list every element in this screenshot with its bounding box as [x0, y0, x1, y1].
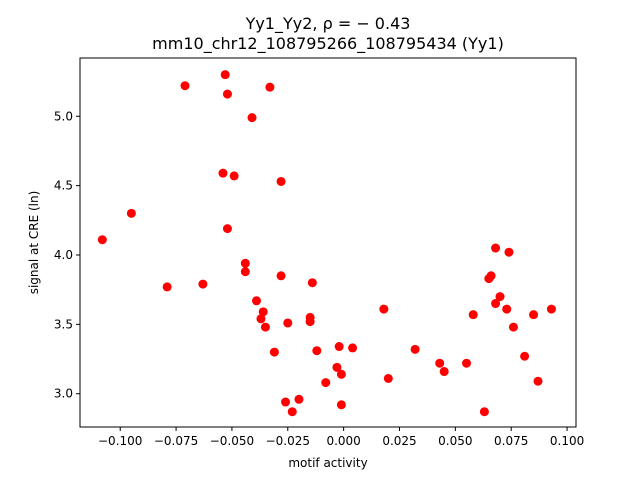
data-point — [348, 343, 358, 353]
x-tick-label: −0.050 — [210, 434, 254, 448]
plot-area — [79, 57, 577, 428]
chart-title: Yy1_Yy2, ρ = − 0.43 — [245, 14, 411, 34]
data-point — [495, 292, 505, 302]
data-point — [379, 304, 389, 314]
x-tick-label: 0.025 — [382, 434, 416, 448]
data-point — [502, 304, 512, 314]
chart-subtitle: mm10_chr12_108795266_108795434 (Yy1) — [152, 34, 504, 54]
data-point — [334, 342, 344, 352]
data-point — [276, 271, 286, 281]
data-point — [258, 307, 268, 317]
data-point — [220, 70, 230, 80]
data-point — [383, 373, 393, 383]
data-point — [276, 176, 286, 186]
y-axis-label: signal at CRE (ln) — [27, 191, 41, 295]
data-point — [247, 113, 257, 123]
data-point — [520, 351, 530, 361]
data-point — [97, 235, 107, 245]
data-point — [462, 358, 472, 368]
x-tick-label: −0.100 — [98, 434, 142, 448]
x-tick-label: 0.100 — [550, 434, 584, 448]
data-point — [281, 397, 291, 407]
data-point — [229, 171, 239, 181]
x-axis-label: motif activity — [288, 456, 367, 470]
y-tick-label: 3.5 — [54, 317, 73, 331]
data-point — [504, 247, 514, 257]
data-point — [312, 346, 322, 356]
data-point — [307, 278, 317, 288]
data-point — [198, 279, 208, 289]
data-point — [305, 317, 315, 327]
data-point — [435, 358, 445, 368]
data-point — [410, 344, 420, 354]
data-point — [508, 322, 518, 332]
data-point — [439, 367, 449, 377]
data-point — [332, 362, 342, 372]
data-point — [479, 407, 489, 417]
data-point — [321, 378, 331, 388]
data-point — [260, 322, 270, 332]
data-point — [546, 304, 556, 314]
x-tick-label: 0.050 — [438, 434, 472, 448]
data-point — [283, 318, 293, 328]
y-tick-label: 3.0 — [54, 387, 73, 401]
data-point — [222, 89, 232, 99]
data-point — [256, 314, 266, 324]
data-point — [468, 310, 478, 320]
data-point — [265, 82, 275, 92]
x-axis-ticks: −0.100 −0.075 −0.050 −0.025 0.000 0.025 0.050 0… — [98, 427, 584, 448]
data-points — [97, 70, 556, 417]
x-tick-label: −0.075 — [154, 434, 198, 448]
data-point — [491, 243, 501, 253]
data-point — [240, 258, 250, 268]
data-point — [287, 407, 297, 417]
data-point — [252, 296, 262, 306]
data-point — [336, 369, 346, 379]
data-point — [162, 282, 172, 292]
data-point — [486, 271, 496, 281]
y-tick-label: 4.5 — [54, 179, 73, 193]
data-point — [180, 81, 190, 91]
data-point — [491, 299, 501, 309]
x-tick-label: −0.025 — [266, 434, 310, 448]
x-tick-label: 0.075 — [494, 434, 528, 448]
x-tick-label: 0.000 — [326, 434, 360, 448]
data-point — [222, 224, 232, 234]
y-axis-ticks: 3.0 3.5 4.0 4.5 5.0 — [54, 109, 80, 401]
data-point — [218, 168, 228, 178]
data-point — [269, 347, 279, 357]
y-tick-label: 5.0 — [54, 109, 73, 123]
data-point — [529, 310, 539, 320]
data-point — [240, 267, 250, 277]
data-point — [336, 400, 346, 410]
y-tick-label: 4.0 — [54, 248, 73, 262]
data-point — [126, 208, 136, 218]
data-point — [533, 376, 543, 386]
data-point — [294, 394, 304, 404]
